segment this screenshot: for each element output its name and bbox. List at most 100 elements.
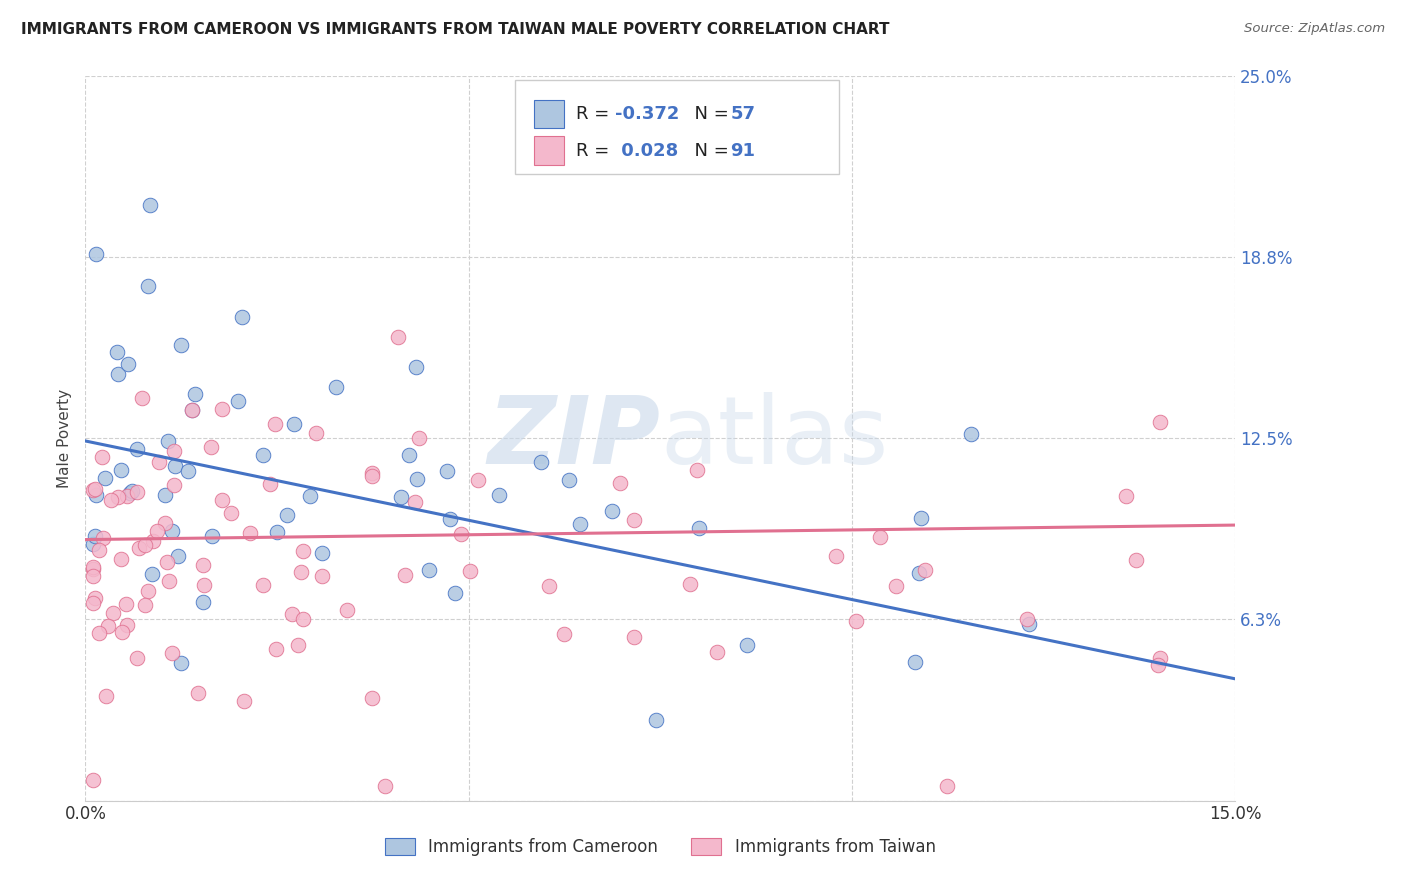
Point bbox=[153, 516, 176, 530]
Point bbox=[156, 555, 179, 569]
Point bbox=[184, 386, 207, 401]
Point bbox=[200, 441, 222, 455]
Point bbox=[128, 541, 150, 556]
Point bbox=[904, 655, 927, 669]
Point bbox=[884, 579, 907, 593]
Point bbox=[825, 549, 848, 563]
Point bbox=[157, 574, 180, 589]
Point bbox=[136, 583, 159, 598]
Point bbox=[1018, 617, 1040, 632]
Point bbox=[408, 431, 430, 445]
Point bbox=[259, 477, 281, 491]
Point bbox=[115, 489, 138, 503]
Legend: Immigrants from Cameroon, Immigrants from Taiwan: Immigrants from Cameroon, Immigrants fro… bbox=[377, 830, 943, 865]
Point bbox=[644, 713, 666, 727]
Point bbox=[568, 517, 591, 532]
Point bbox=[389, 491, 412, 505]
Point bbox=[935, 779, 957, 793]
Point bbox=[110, 551, 132, 566]
Point bbox=[148, 455, 170, 469]
Point bbox=[845, 614, 868, 628]
Point bbox=[86, 488, 108, 502]
Point bbox=[82, 569, 104, 583]
Text: -0.372: -0.372 bbox=[614, 105, 679, 123]
Point bbox=[679, 576, 702, 591]
Point bbox=[360, 690, 382, 705]
Point bbox=[141, 566, 163, 581]
Y-axis label: Male Poverty: Male Poverty bbox=[58, 389, 72, 488]
Point bbox=[530, 455, 553, 469]
Point bbox=[299, 490, 322, 504]
Point bbox=[181, 403, 204, 417]
Point bbox=[142, 533, 165, 548]
Point bbox=[181, 402, 204, 417]
Point bbox=[311, 569, 333, 583]
Point bbox=[163, 458, 186, 473]
Point bbox=[163, 478, 186, 492]
Point bbox=[191, 558, 214, 573]
Point bbox=[706, 645, 728, 659]
Point bbox=[418, 563, 440, 577]
Point bbox=[82, 560, 104, 574]
Point bbox=[467, 473, 489, 487]
Point bbox=[211, 493, 233, 508]
Point bbox=[90, 450, 112, 465]
Point bbox=[394, 568, 416, 582]
Point bbox=[553, 626, 575, 640]
Point bbox=[233, 694, 256, 708]
Point bbox=[1125, 553, 1147, 567]
Point bbox=[623, 630, 645, 644]
Point bbox=[82, 596, 104, 610]
Point bbox=[458, 564, 481, 578]
Point bbox=[83, 482, 105, 496]
Point bbox=[311, 546, 333, 560]
Point bbox=[163, 444, 186, 458]
Point bbox=[136, 278, 159, 293]
Point bbox=[117, 357, 139, 371]
Point bbox=[157, 434, 180, 448]
Point bbox=[191, 594, 214, 608]
Point bbox=[186, 686, 208, 700]
Point bbox=[160, 646, 183, 660]
Point bbox=[84, 247, 107, 261]
Point bbox=[162, 524, 184, 538]
Point bbox=[239, 525, 262, 540]
Point bbox=[96, 689, 118, 703]
Point bbox=[153, 488, 176, 502]
Point bbox=[91, 531, 114, 545]
Point bbox=[117, 617, 139, 632]
Point bbox=[914, 563, 936, 577]
Point bbox=[291, 612, 314, 626]
Point bbox=[291, 543, 314, 558]
Point bbox=[1147, 657, 1170, 672]
Point bbox=[134, 538, 156, 552]
Point bbox=[226, 393, 249, 408]
Point bbox=[1149, 651, 1171, 665]
Point bbox=[134, 598, 156, 612]
Point bbox=[287, 638, 309, 652]
Point bbox=[100, 493, 122, 508]
Point bbox=[443, 585, 465, 599]
Point bbox=[118, 486, 141, 500]
Point bbox=[252, 448, 274, 462]
Point bbox=[623, 513, 645, 527]
Point bbox=[138, 198, 160, 212]
Point bbox=[211, 401, 233, 416]
Point bbox=[276, 508, 298, 522]
Point bbox=[146, 524, 169, 539]
Text: ZIP: ZIP bbox=[488, 392, 661, 484]
Point bbox=[121, 483, 143, 498]
Point bbox=[107, 491, 129, 505]
Point bbox=[907, 566, 929, 580]
Text: Source: ZipAtlas.com: Source: ZipAtlas.com bbox=[1244, 22, 1385, 36]
Point bbox=[374, 779, 396, 793]
Text: 57: 57 bbox=[730, 105, 755, 123]
Point bbox=[686, 463, 709, 477]
Text: N =: N = bbox=[682, 105, 734, 123]
Point bbox=[281, 607, 304, 622]
Point bbox=[94, 471, 117, 485]
Point bbox=[82, 537, 104, 551]
Point bbox=[290, 566, 312, 580]
Point bbox=[193, 578, 215, 592]
Point bbox=[436, 464, 458, 478]
